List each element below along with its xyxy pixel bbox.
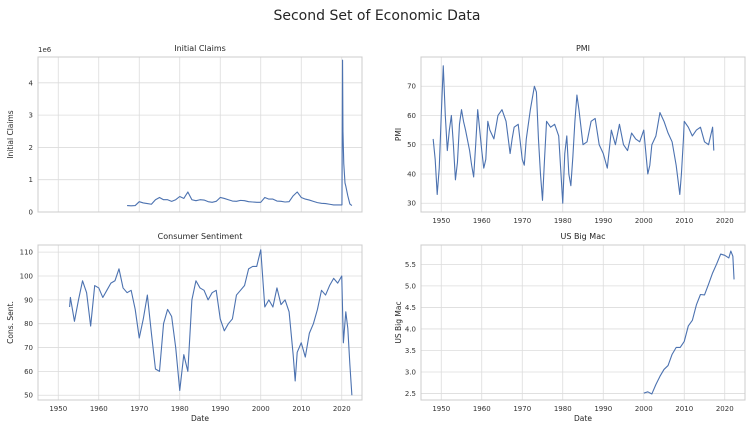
us-big-mac-y-tick-label: 4.0 (405, 325, 416, 333)
us-big-mac-x-tick-label: 1980 (554, 405, 572, 413)
us-big-mac-x-tick-label: 1970 (513, 405, 531, 413)
consumer-sentiment-x-tick-label: 1950 (49, 405, 67, 413)
us-big-mac-y-tick-label: 4.5 (405, 304, 416, 312)
consumer-sentiment-x-tick-label: 1960 (90, 405, 108, 413)
initial-claims-y-axis-label: Initial Claims (6, 110, 15, 158)
us-big-mac-y-tick-label: 5.0 (405, 282, 416, 290)
pmi-y-tick-label: 70 (407, 83, 416, 91)
us-big-mac-x-tick-label: 2010 (675, 405, 693, 413)
pmi-title: PMI (576, 44, 590, 53)
pmi-x-tick-label: 1960 (473, 217, 491, 225)
us-big-mac-x-tick-label: 2000 (635, 405, 653, 413)
consumer-sentiment-y-tick-label: 90 (24, 296, 33, 304)
consumer-sentiment-series-line (69, 249, 353, 396)
consumer-sentiment-x-axis-label: Date (191, 414, 209, 423)
pmi-y-tick-label: 40 (407, 170, 416, 178)
us-big-mac-axes-frame (420, 244, 746, 401)
us-big-mac-y-tick-label: 5.5 (405, 261, 416, 269)
consumer-sentiment-x-tick-label: 1990 (211, 405, 229, 413)
consumer-sentiment-x-tick-label: 2020 (333, 405, 351, 413)
pmi-y-tick-label: 60 (407, 112, 416, 120)
consumer-sentiment-y-tick-label: 70 (24, 344, 33, 352)
us-big-mac-x-tick-label: 2020 (716, 405, 734, 413)
pmi-x-tick-label: 2020 (716, 217, 734, 225)
initial-claims-title: Initial Claims (174, 44, 226, 53)
panel-us-big-mac: 2.5 3.0 3.5 4.0 4.5 5.0 5.5 1950 1960 1970 1980 199… (394, 232, 746, 423)
us-big-mac-series-line (643, 250, 735, 395)
initial-claims-y-tick-label: 3 (29, 112, 33, 120)
initial-claims-y-tick-label: 1 (29, 176, 33, 184)
consumer-sentiment-x-tick-label: 2010 (292, 405, 310, 413)
us-big-mac-y-tick-label: 3.5 (405, 347, 416, 355)
pmi-x-tick-label: 1980 (554, 217, 572, 225)
panel-pmi: 30 40 50 60 70 1950 1960 1970 1980 1990 2000 2010 20… (394, 44, 746, 225)
pmi-y-tick-label: 50 (407, 141, 416, 149)
consumer-sentiment-axes-frame (37, 244, 363, 401)
pmi-x-tick-label: 1950 (432, 217, 450, 225)
us-big-mac-x-axis-label: Date (574, 414, 592, 423)
us-big-mac-title: US Big Mac (560, 232, 605, 241)
consumer-sentiment-y-tick-label: 80 (24, 320, 33, 328)
consumer-sentiment-y-tick-label: 100 (20, 273, 33, 281)
initial-claims-offset-text: 1e6 (38, 46, 52, 54)
us-big-mac-x-tick-label: 1950 (432, 405, 450, 413)
consumer-sentiment-y-tick-label: 110 (20, 249, 33, 257)
consumer-sentiment-y-axis-label: Cons. Sent. (6, 301, 15, 344)
initial-claims-series-line (127, 59, 353, 207)
initial-claims-y-tick-label: 2 (29, 144, 33, 152)
pmi-x-tick-label: 1990 (594, 217, 612, 225)
pmi-y-tick-label: 30 (407, 200, 416, 208)
initial-claims-y-tick-label: 0 (29, 209, 33, 217)
pmi-series-line (432, 65, 715, 204)
consumer-sentiment-x-tick-label: 1980 (171, 405, 189, 413)
consumer-sentiment-y-tick-label: 50 (24, 392, 33, 400)
pmi-x-tick-label: 2010 (675, 217, 693, 225)
us-big-mac-y-axis-label: US Big Mac (394, 301, 403, 343)
us-big-mac-y-tick-label: 3.0 (405, 369, 416, 377)
consumer-sentiment-x-tick-label: 2000 (252, 405, 270, 413)
pmi-y-axis-label: PMI (394, 128, 403, 141)
pmi-x-tick-label: 2000 (635, 217, 653, 225)
consumer-sentiment-x-tick-label: 1970 (130, 405, 148, 413)
initial-claims-axes-frame (37, 56, 363, 213)
consumer-sentiment-y-tick-label: 60 (24, 368, 33, 376)
pmi-x-tick-label: 1970 (513, 217, 531, 225)
consumer-sentiment-title: Consumer Sentiment (158, 232, 243, 241)
us-big-mac-y-tick-label: 2.5 (405, 390, 416, 398)
panel-consumer-sentiment: 50 60 70 80 90 100 110 1950 1960 1970 1980 1990 2000… (6, 232, 363, 423)
panel-initial-claims: 0 1 2 3 4 Initial Claims Initial Claims 1e6 (6, 44, 363, 217)
us-big-mac-x-tick-label: 1960 (473, 405, 491, 413)
us-big-mac-x-tick-label: 1990 (594, 405, 612, 413)
pmi-axes-frame (420, 56, 746, 213)
figure-title: Second Set of Economic Data (273, 8, 480, 24)
initial-claims-y-tick-label: 4 (29, 79, 34, 87)
